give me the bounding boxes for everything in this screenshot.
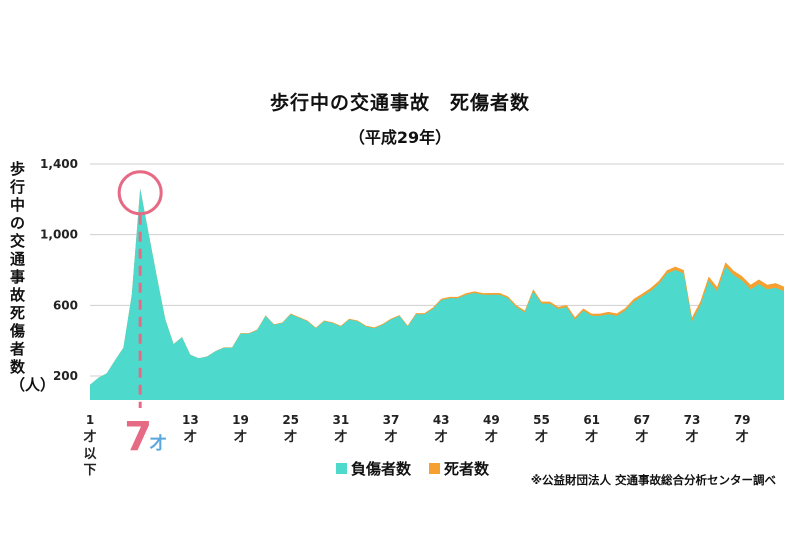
x-tick-suffix: 才: [334, 429, 347, 445]
x-tick-label: 67: [634, 413, 651, 427]
highlight-circle: [117, 170, 163, 216]
x-tick-suffix: 才: [284, 429, 297, 445]
y-tick-label: 1,000: [40, 228, 78, 242]
x-tick-suffix: 才: [83, 429, 96, 445]
legend-swatch-deaths: [429, 463, 441, 474]
x-tick-suffix: 才: [736, 429, 749, 445]
y-tick-labels: 200 600 1,000 1,400: [40, 157, 78, 383]
chart-title: 歩行中の交通事故 死傷者数: [269, 92, 530, 114]
x-tick-label: 49: [483, 413, 500, 427]
x-tick-suffix: 才: [184, 429, 197, 445]
x-tick-label: 1: [86, 413, 94, 427]
legend-item-deaths: 死者数: [429, 458, 489, 479]
x-tick-label: 13: [182, 413, 199, 427]
y-tick-label: 1,400: [40, 157, 78, 171]
x-tick-label: 25: [282, 413, 299, 427]
legend-label-injured: 負傷者数: [351, 460, 412, 478]
x-tick-extra: 以: [83, 447, 96, 462]
source-note: ※公益財団法人 交通事故総合分析センター調べ: [530, 473, 776, 487]
x-tick-suffix: 才: [635, 429, 648, 445]
x-tick-suffix: 才: [686, 429, 699, 445]
x-tick-label: 79: [734, 413, 751, 427]
x-tick-label: 73: [684, 413, 701, 427]
legend: 負傷者数 死者数: [336, 458, 489, 479]
chart-subtitle: （平成29年）: [348, 128, 452, 147]
x-tick-label: 37: [383, 413, 400, 427]
y-axis-label: 歩行中の交通事故死傷者数（人）: [10, 160, 56, 394]
x-tick-label: 61: [583, 413, 600, 427]
highlight-age-number: 7: [124, 414, 152, 460]
x-tick-suffix: 才: [585, 429, 598, 445]
x-tick-label: 43: [433, 413, 450, 427]
x-tick-suffix: 才: [535, 429, 548, 445]
legend-item-injured: 負傷者数: [336, 458, 411, 479]
y-tick-label: 200: [53, 369, 78, 383]
x-tick-extra: 下: [83, 463, 96, 478]
x-tick-label: 55: [533, 413, 550, 427]
injury-area: [90, 188, 784, 400]
x-tick-suffix: 才: [435, 429, 448, 445]
y-tick-label: 600: [53, 298, 78, 312]
x-tick-suffix: 才: [485, 429, 498, 445]
x-tick-label: 19: [232, 413, 249, 427]
x-tick-label: 31: [332, 413, 349, 427]
highlight-age-7: 7才: [117, 170, 167, 460]
x-tick-suffix: 才: [385, 429, 398, 445]
legend-label-deaths: 死者数: [444, 460, 490, 478]
highlight-age-suffix: 才: [150, 433, 167, 454]
x-tick-suffix: 才: [234, 429, 247, 445]
legend-swatch-injured: [336, 463, 347, 474]
